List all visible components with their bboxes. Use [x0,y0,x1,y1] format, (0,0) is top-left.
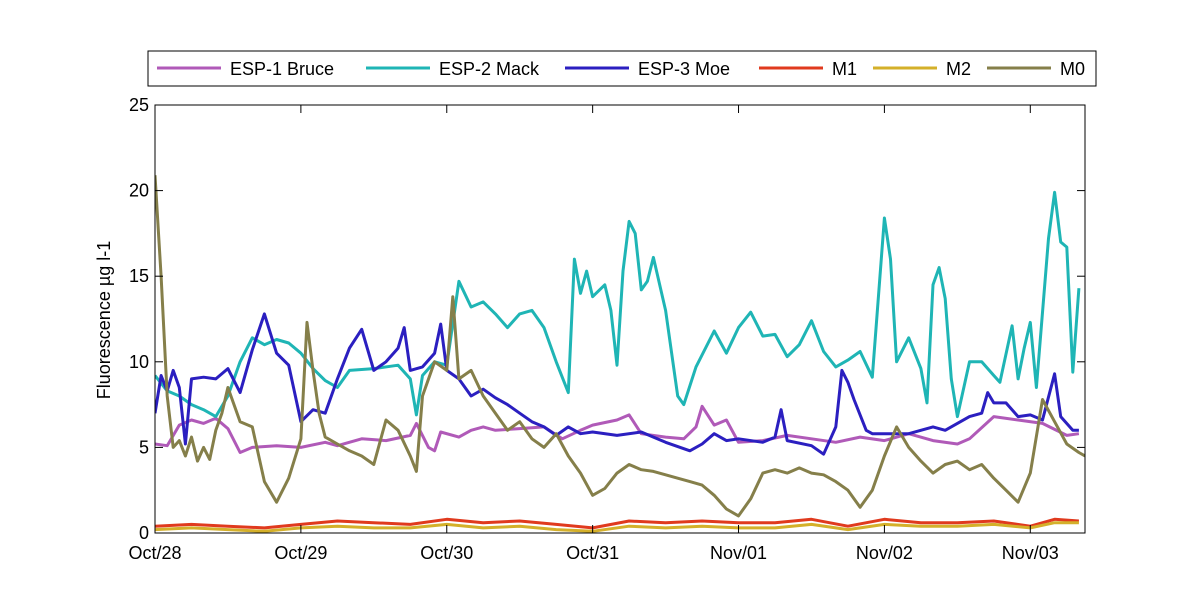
x-tick-label: Oct/30 [420,543,473,563]
series-line-esp-1-bruce [155,404,1080,454]
legend-entry: M2 [873,59,971,79]
legend-entry: ESP-1 Bruce [157,59,334,79]
series-line-esp-3-moe [155,312,1079,456]
series-line-esp-2-mack [155,190,1081,419]
legend-entry: M0 [987,59,1085,79]
legend-label: M0 [1060,59,1085,79]
legend-label: M2 [946,59,971,79]
legend-label: ESP-2 Mack [439,59,540,79]
y-tick-label: 5 [139,437,149,457]
x-tick-label: Nov/02 [856,543,913,563]
axis-ticks: 0 5 10 15 20 25 Oct/28 Oct/29 Oct/30 Oct/31 Nov/01… [128,95,1085,563]
y-tick-label: 20 [129,181,149,201]
plot-area [154,104,1086,534]
series-line-m2 [155,521,1079,533]
y-tick-label: 0 [139,523,149,543]
x-tick-label: Oct/28 [128,543,181,563]
legend: ESP-1 Bruce ESP-2 Mack ESP-3 Moe M1 M2 M0 [147,50,1097,87]
x-tick-label: Nov/03 [1002,543,1059,563]
series-line-m1 [155,517,1080,530]
x-tick-label: Oct/31 [566,543,619,563]
x-tick-label: Nov/01 [710,543,767,563]
legend-label: ESP-1 Bruce [230,59,334,79]
legend-label: ESP-3 Moe [638,59,730,79]
y-axis-label: Fluorescence µg l-1 [94,241,114,399]
y-tick-label: 10 [129,352,149,372]
legend-entry: ESP-3 Moe [565,59,730,79]
legend-entry: ESP-2 Mack [366,59,540,79]
series-layer [155,175,1085,533]
legend-entry: M1 [759,59,857,79]
y-tick-label: 25 [129,95,149,115]
legend-label: M1 [832,59,857,79]
series-line-m0 [155,175,1085,518]
y-tick-label: 15 [129,266,149,286]
x-tick-label: Oct/29 [274,543,327,563]
